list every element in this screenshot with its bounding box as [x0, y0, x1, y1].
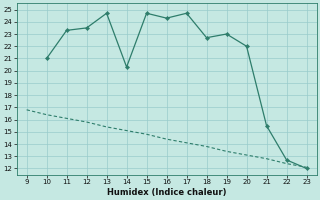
X-axis label: Humidex (Indice chaleur): Humidex (Indice chaleur)	[107, 188, 226, 197]
